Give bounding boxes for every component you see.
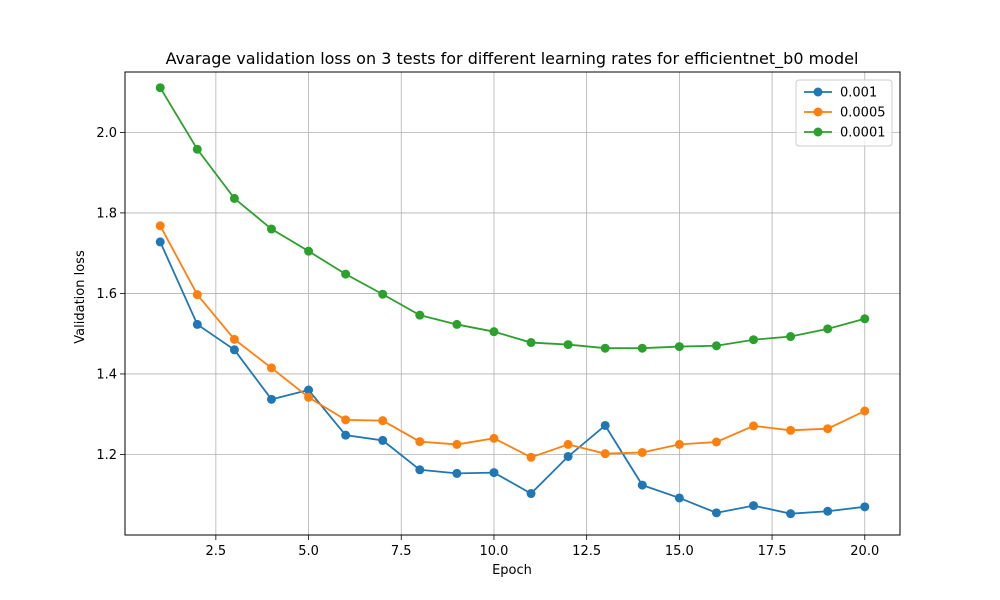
series-0.001 xyxy=(155,237,870,519)
data-point xyxy=(786,332,796,342)
data-point xyxy=(378,435,388,445)
data-point xyxy=(304,246,314,256)
data-point xyxy=(155,83,165,93)
data-point xyxy=(823,506,833,516)
x-tick-label: 12.5 xyxy=(572,544,601,559)
data-point xyxy=(452,439,462,449)
data-point xyxy=(452,468,462,478)
data-point xyxy=(711,341,721,351)
data-point xyxy=(674,342,684,352)
data-point xyxy=(341,430,351,440)
y-tick-label: 1.4 xyxy=(96,367,117,382)
data-point xyxy=(229,193,239,203)
data-point xyxy=(637,480,647,490)
data-point xyxy=(526,452,536,462)
data-point xyxy=(489,468,499,478)
x-tick-label: 17.5 xyxy=(758,544,787,559)
series-line xyxy=(159,225,866,459)
grid xyxy=(125,72,900,535)
chart-title: Avarage validation loss on 3 tests for d… xyxy=(166,49,859,69)
data-point xyxy=(600,420,610,430)
y-axis-label: Validation loss xyxy=(73,250,88,344)
data-point xyxy=(674,439,684,449)
plot-frame xyxy=(124,71,901,536)
data-point xyxy=(637,447,647,457)
series-line xyxy=(159,241,865,515)
y-tick-label: 2.0 xyxy=(96,126,117,141)
data-point xyxy=(304,392,314,402)
data-point xyxy=(415,310,425,320)
data-point xyxy=(192,319,202,329)
data-point xyxy=(341,415,351,425)
data-point xyxy=(155,237,165,247)
data-point xyxy=(786,425,796,435)
data-point xyxy=(600,449,610,459)
legend: 0.001 0.0005 0.0001 xyxy=(795,79,893,147)
series-line xyxy=(159,87,866,350)
series-0.0005 xyxy=(155,221,870,462)
legend-label: 0.0001 xyxy=(840,126,886,141)
data-point xyxy=(823,424,833,434)
data-point xyxy=(452,319,462,329)
data-point xyxy=(526,338,536,348)
legend-marker xyxy=(813,87,823,97)
data-point xyxy=(415,437,425,447)
legend-item: 0.0001 xyxy=(804,126,886,141)
x-tick-label: 5.0 xyxy=(298,544,319,559)
data-point xyxy=(266,363,276,373)
data-point xyxy=(711,508,721,518)
y-tick-label: 1.8 xyxy=(96,206,117,221)
data-point xyxy=(786,509,796,519)
data-point xyxy=(860,406,870,416)
data-point xyxy=(860,502,870,512)
data-point xyxy=(192,290,202,300)
series-0.0001 xyxy=(155,83,870,353)
x-axis-label: Epoch xyxy=(492,563,532,578)
legend-label: 0.001 xyxy=(840,86,877,101)
legend-item: 0.001 xyxy=(804,86,877,101)
data-point xyxy=(674,493,684,503)
data-point xyxy=(489,433,499,443)
data-point xyxy=(266,224,276,234)
data-point xyxy=(637,343,647,353)
data-point xyxy=(600,343,610,353)
data-point xyxy=(378,416,388,426)
data-point xyxy=(155,221,165,231)
data-point xyxy=(749,501,759,511)
x-tick-label: 10.0 xyxy=(479,544,508,559)
series-layer xyxy=(155,83,870,519)
data-point xyxy=(415,465,425,475)
y-tick-label: 1.6 xyxy=(96,287,117,302)
legend-item: 0.0005 xyxy=(804,106,886,121)
data-point xyxy=(526,489,536,499)
data-point xyxy=(711,437,721,447)
legend-marker xyxy=(813,107,823,117)
data-point xyxy=(266,394,276,404)
x-tick-label: 15.0 xyxy=(665,544,694,559)
data-point xyxy=(489,327,499,337)
data-point xyxy=(563,451,573,461)
x-tick-label: 2.5 xyxy=(206,544,227,559)
data-point xyxy=(304,385,314,395)
data-point xyxy=(192,144,202,154)
data-point xyxy=(341,269,351,279)
data-point xyxy=(563,340,573,350)
x-tick-label: 7.5 xyxy=(391,544,412,559)
axis-ticks: 2.5 5.0 7.5 10.0 12.5 15.0 17.5 20.0 1.2 1.4 1.6 1.… xyxy=(96,126,879,559)
data-point xyxy=(749,335,759,345)
data-point xyxy=(823,324,833,334)
data-point xyxy=(229,345,239,355)
data-point xyxy=(563,439,573,449)
data-point xyxy=(378,289,388,299)
legend-marker xyxy=(813,127,823,137)
legend-label: 0.0005 xyxy=(840,106,886,121)
data-point xyxy=(860,314,870,324)
y-tick-label: 1.2 xyxy=(96,448,117,463)
data-point xyxy=(749,421,759,431)
data-point xyxy=(229,334,239,344)
x-tick-label: 20.0 xyxy=(850,544,879,559)
